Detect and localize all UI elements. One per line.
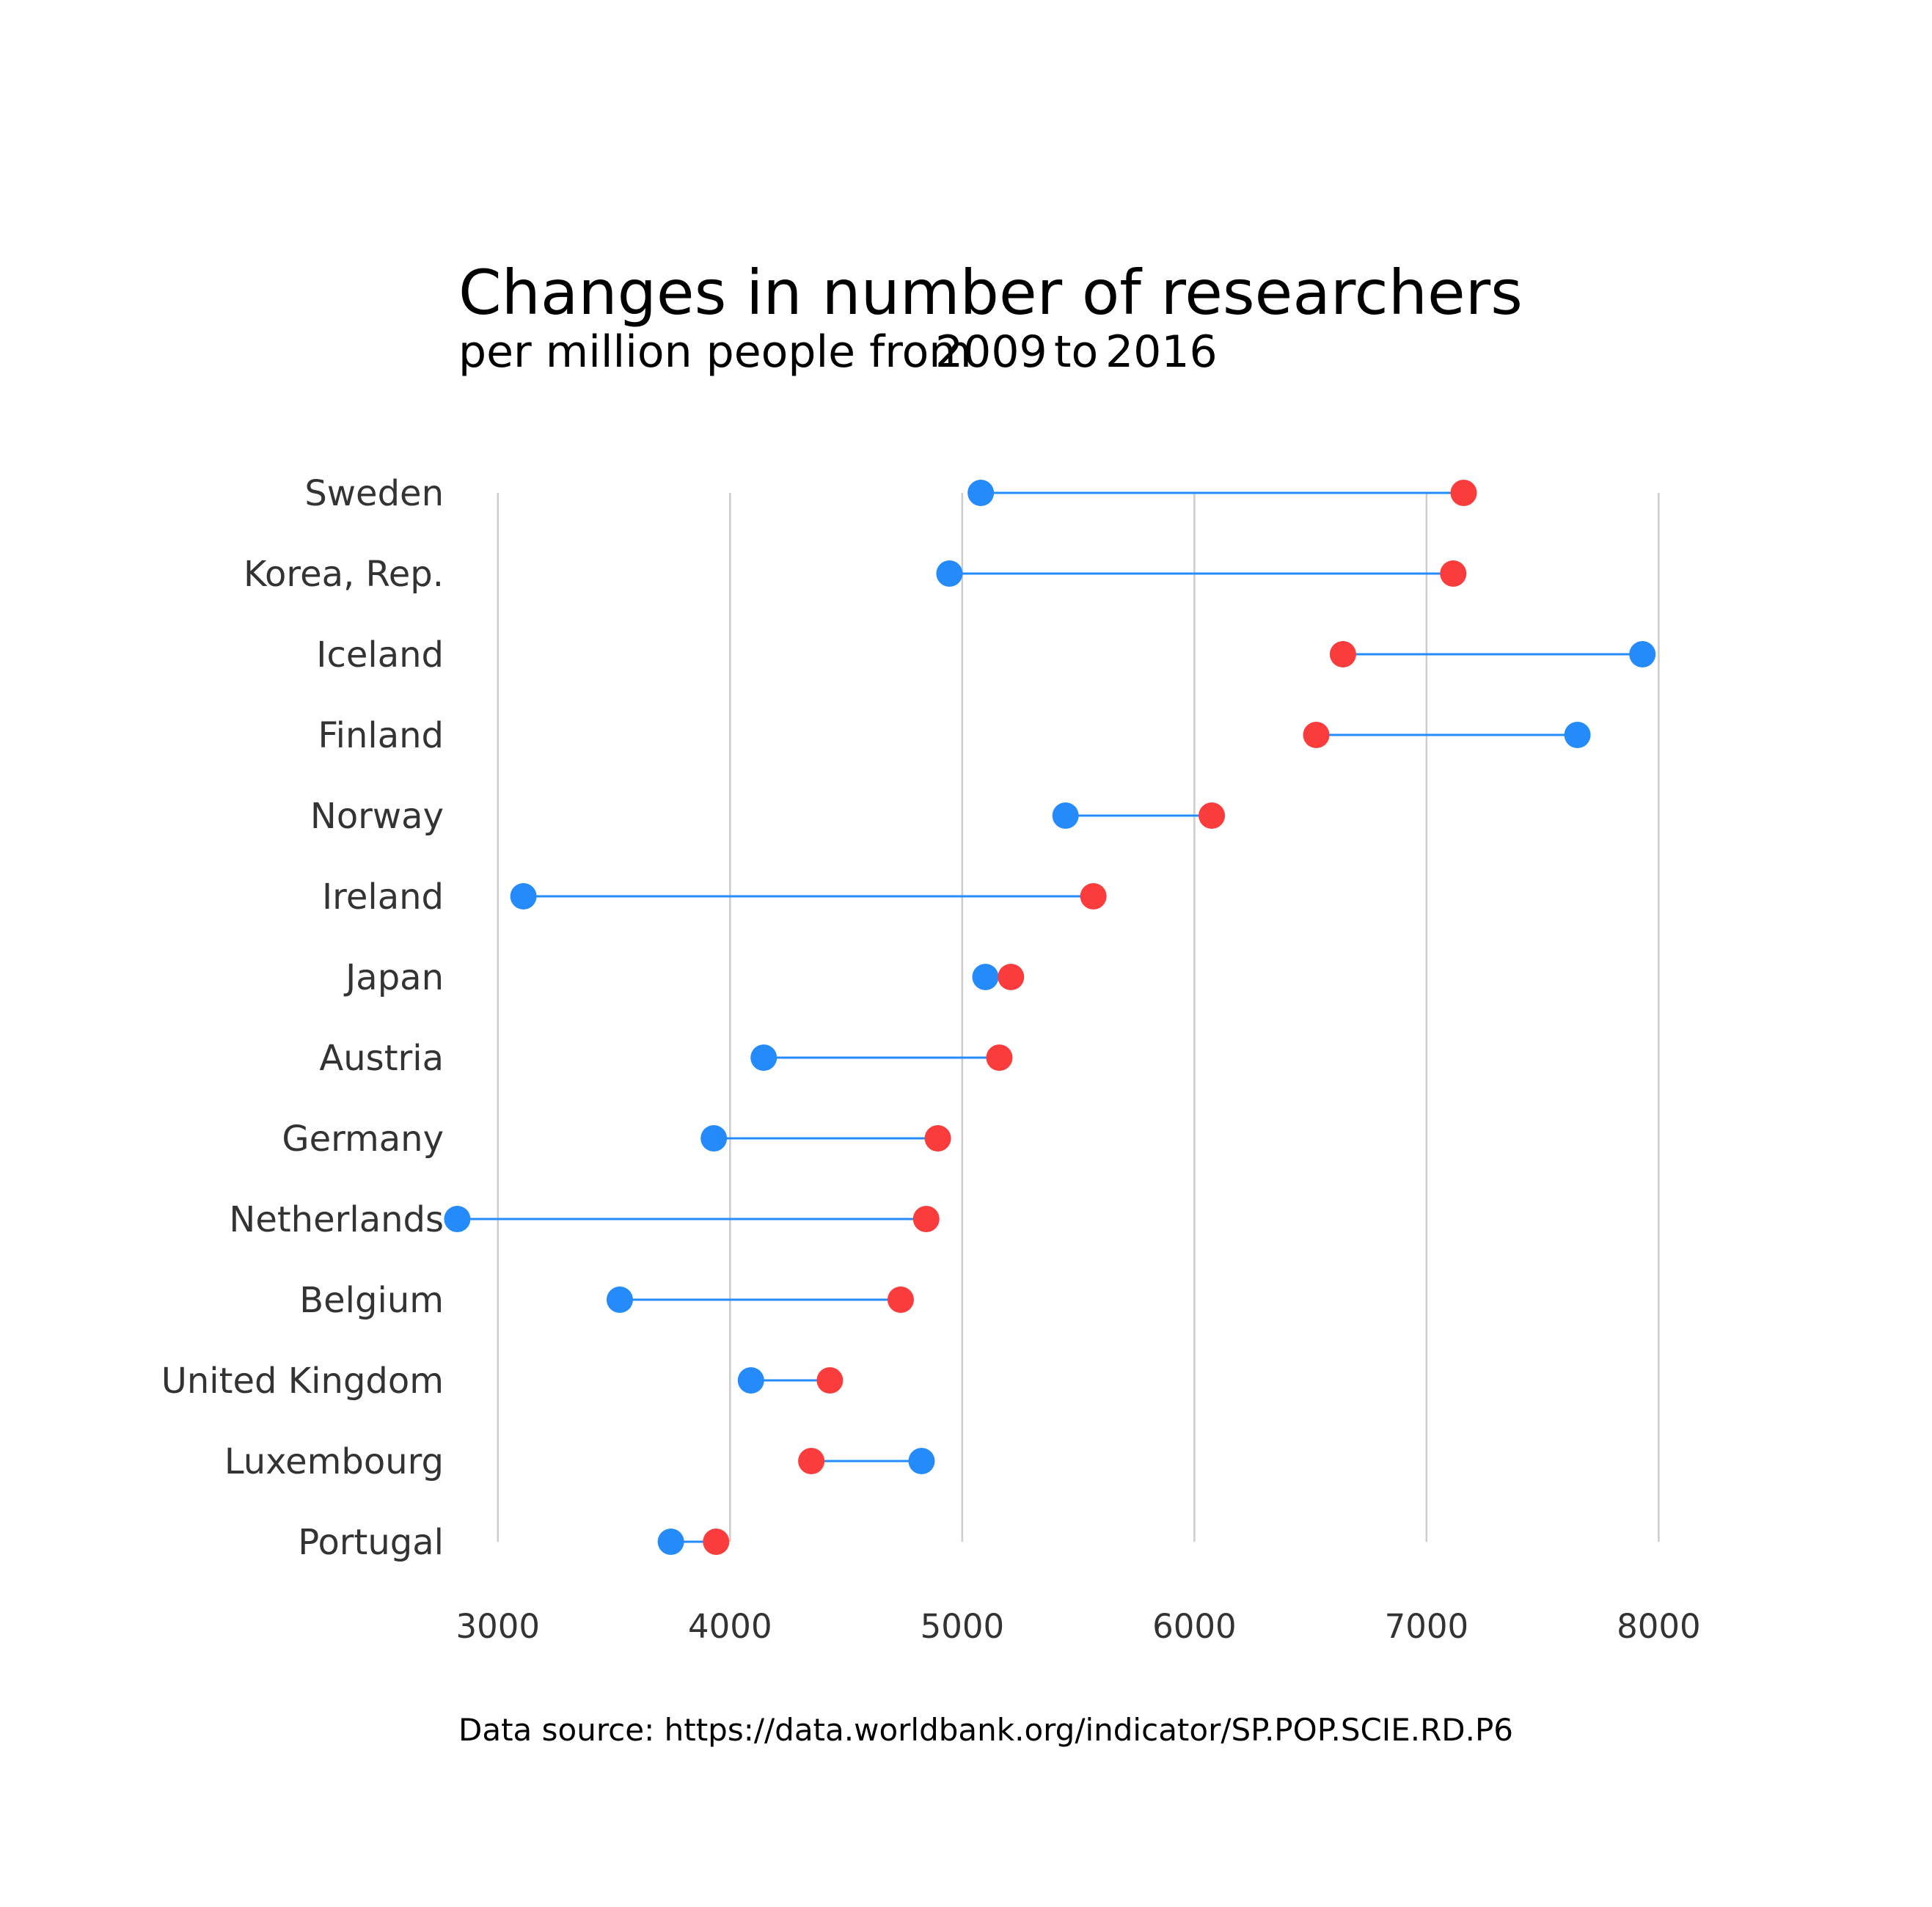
point-2009-belgium bbox=[606, 1286, 633, 1313]
category-label-norway: Norway bbox=[310, 796, 444, 837]
point-2016-austria bbox=[986, 1044, 1013, 1071]
category-label-portugal: Portugal bbox=[298, 1522, 444, 1563]
point-2016-united-kingdom bbox=[816, 1367, 844, 1394]
x-tick-label-4000: 4000 bbox=[688, 1607, 772, 1646]
subtitle-to: to bbox=[1054, 326, 1098, 378]
category-label-germany: Germany bbox=[282, 1119, 444, 1160]
data-points bbox=[444, 480, 1656, 1555]
category-label-finland: Finland bbox=[318, 715, 444, 756]
x-tick-label-8000: 8000 bbox=[1617, 1607, 1701, 1646]
subtitle-prefix: per million people from bbox=[458, 326, 972, 378]
data-source-note: Data source: https://data.worldbank.org/… bbox=[458, 1712, 1513, 1748]
point-2016-ireland bbox=[1080, 883, 1107, 909]
category-label-belgium: Belgium bbox=[299, 1280, 444, 1321]
point-2016-netherlands bbox=[912, 1206, 940, 1232]
category-label-luxembourg: Luxembourg bbox=[224, 1441, 444, 1482]
point-2009-portugal bbox=[657, 1529, 684, 1555]
category-label-japan: Japan bbox=[343, 957, 444, 998]
point-2009-ireland bbox=[510, 883, 537, 909]
point-2009-finland bbox=[1564, 722, 1591, 748]
category-labels: Sweden Korea, Rep. Iceland Finland Norway Ire… bbox=[161, 473, 444, 1563]
point-2009-korea-rep bbox=[936, 560, 963, 587]
x-tick-labels: 3000 4000 5000 6000 7000 8000 bbox=[456, 1607, 1701, 1646]
point-2009-iceland bbox=[1629, 641, 1656, 667]
x-tick-label-5000: 5000 bbox=[921, 1607, 1005, 1646]
subtitle-year-start: 2009 bbox=[935, 326, 1047, 378]
point-2016-germany bbox=[924, 1125, 951, 1152]
category-label-austria: Austria bbox=[319, 1038, 444, 1079]
point-2009-germany bbox=[700, 1125, 728, 1152]
point-2009-united-kingdom bbox=[737, 1367, 764, 1394]
chart-subtitle: per million people from bbox=[458, 326, 972, 378]
point-2009-austria bbox=[750, 1044, 777, 1071]
point-2016-belgium bbox=[887, 1286, 914, 1313]
category-label-iceland: Iceland bbox=[316, 634, 444, 676]
point-2009-luxembourg bbox=[908, 1448, 935, 1474]
point-2016-luxembourg bbox=[798, 1448, 825, 1474]
point-2016-finland bbox=[1303, 722, 1330, 748]
point-2016-korea-rep bbox=[1440, 560, 1467, 587]
x-tick-label-7000: 7000 bbox=[1385, 1607, 1469, 1646]
category-label-ireland: Ireland bbox=[322, 876, 444, 918]
category-label-sweden: Sweden bbox=[304, 473, 444, 514]
point-2016-portugal bbox=[703, 1529, 730, 1555]
point-2016-sweden bbox=[1450, 480, 1477, 506]
x-tick-label-3000: 3000 bbox=[456, 1607, 541, 1646]
connectors bbox=[457, 491, 1643, 1543]
category-label-netherlands: Netherlands bbox=[229, 1199, 444, 1240]
point-2016-iceland bbox=[1329, 641, 1356, 667]
point-2016-norway bbox=[1199, 802, 1226, 829]
point-2016-japan bbox=[998, 964, 1025, 990]
point-2009-sweden bbox=[967, 480, 995, 506]
category-label-korea-rep: Korea, Rep. bbox=[244, 554, 444, 595]
gridlines bbox=[497, 493, 1660, 1542]
category-label-united-kingdom: United Kingdom bbox=[161, 1361, 444, 1402]
point-2009-japan bbox=[972, 964, 999, 990]
x-tick-label-6000: 6000 bbox=[1152, 1607, 1237, 1646]
point-2009-netherlands bbox=[444, 1206, 471, 1232]
chart-title: Changes in number of researchers bbox=[458, 257, 1523, 329]
point-2009-norway bbox=[1052, 802, 1079, 829]
subtitle-year-end: 2016 bbox=[1105, 326, 1218, 378]
